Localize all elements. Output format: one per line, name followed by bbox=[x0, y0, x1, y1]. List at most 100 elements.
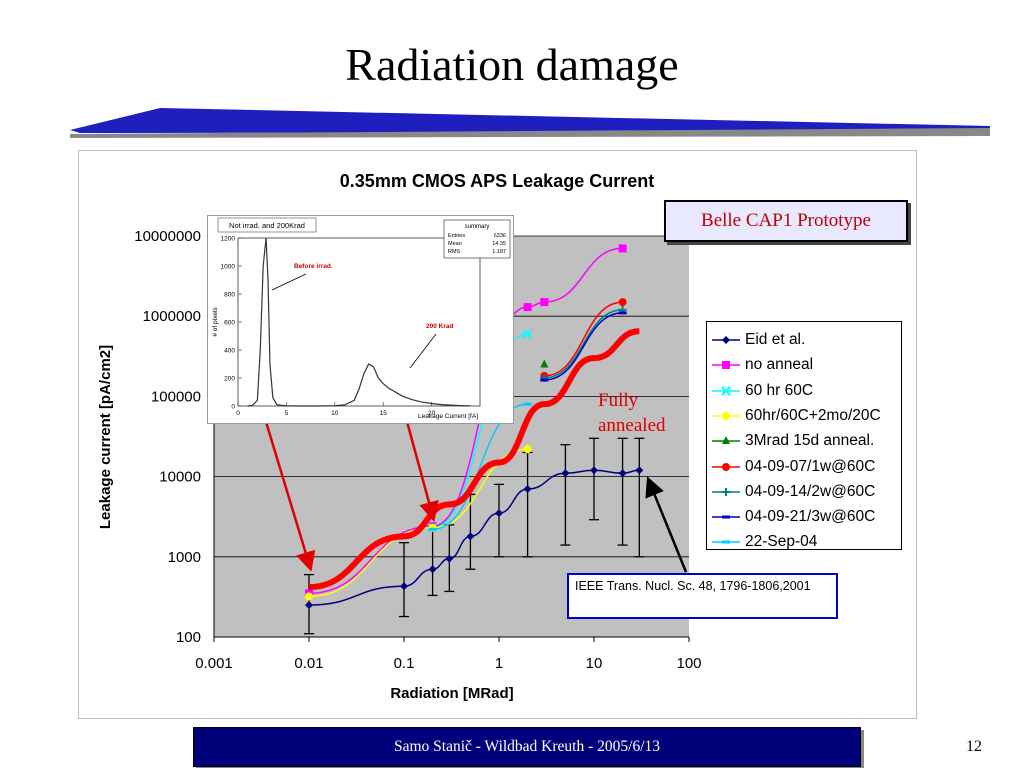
series-line bbox=[544, 301, 623, 377]
inset-y-tick-label: 400 bbox=[224, 348, 235, 355]
data-point bbox=[635, 466, 644, 475]
inset-x-axis-label: Leakage Current [fA] bbox=[418, 413, 478, 420]
data-point bbox=[540, 298, 549, 307]
data-point bbox=[428, 527, 437, 531]
histogram-curve bbox=[247, 237, 471, 407]
legend-label: 04-09-07/1w@60C bbox=[745, 457, 876, 475]
data-point bbox=[305, 601, 313, 610]
x-tick-label: 0.001 bbox=[195, 655, 233, 672]
data-point bbox=[466, 532, 475, 541]
data-point bbox=[495, 509, 503, 518]
chart-legend: Eid et al. no anneal 60 hr 60C 60hr/60C+2mo… bbox=[706, 321, 902, 550]
data-point bbox=[523, 303, 532, 312]
krad-label: 200 Krad bbox=[426, 323, 453, 330]
footer-box: Samo Stanič - Wildbad Kreuth - 2005/6/13 bbox=[193, 727, 861, 767]
data-point bbox=[523, 445, 532, 454]
inset-title-box bbox=[217, 217, 317, 233]
legend-item: 60hr/60C+2mo/20C bbox=[711, 404, 901, 428]
legend-marker bbox=[722, 361, 730, 370]
legend-marker bbox=[722, 336, 730, 344]
legend-label: 22-Sep-04 bbox=[745, 533, 818, 551]
legend-swatch bbox=[712, 487, 740, 496]
fully-annealed-label: Fully annealed bbox=[598, 390, 666, 436]
y-tick-label: 1000 bbox=[168, 549, 201, 566]
reference-arrow bbox=[645, 476, 688, 573]
stats-box-frame bbox=[443, 219, 511, 259]
data-point bbox=[618, 298, 627, 307]
legend-swatch bbox=[712, 462, 740, 471]
legend-swatch bbox=[712, 411, 740, 420]
legend-marker bbox=[722, 436, 730, 445]
series-line bbox=[544, 312, 623, 381]
x-axis-label: Radiation [MRad] bbox=[390, 685, 513, 702]
data-point bbox=[618, 311, 627, 315]
stats-header: summary bbox=[465, 224, 490, 230]
data-point bbox=[561, 469, 570, 478]
y-tick-label: 100000 bbox=[151, 388, 201, 405]
data-point bbox=[400, 582, 408, 591]
legend-swatch bbox=[712, 336, 740, 344]
inset-x-tick-label: 20 bbox=[428, 410, 436, 417]
data-point bbox=[523, 402, 532, 406]
inset-y-tick-label: 800 bbox=[224, 292, 235, 299]
inset-x-tick-label: 15 bbox=[380, 410, 388, 417]
legend-item: 04-09-21/3w@60C bbox=[711, 505, 901, 529]
inset-x-tick-label: 10 bbox=[331, 410, 339, 417]
legend-item: Eid et al. bbox=[711, 328, 901, 352]
legend-item: 3Mrad 15d anneal. bbox=[711, 429, 901, 453]
y-tick-label: 100 bbox=[176, 629, 201, 646]
inset-title: Not irrad. and 200Krad bbox=[229, 221, 305, 230]
histogram-chart: Not irrad. and 200Krad020040060080010001… bbox=[208, 216, 513, 423]
legend-label: Eid et al. bbox=[745, 331, 806, 348]
legend-label: 04-09-21/3w@60C bbox=[745, 508, 876, 526]
data-point bbox=[445, 554, 454, 563]
stats-label: Entries bbox=[448, 233, 465, 239]
legend-label: no anneal bbox=[745, 356, 814, 374]
legend-item: 04-09-14/2w@60C bbox=[711, 480, 901, 504]
inset-y-tick-label: 600 bbox=[224, 320, 235, 327]
legend-swatch bbox=[712, 436, 740, 445]
krad-arrow bbox=[404, 417, 439, 522]
before-irrad-label: Before irrad. bbox=[294, 263, 333, 270]
data-point bbox=[523, 485, 532, 494]
legend-swatch bbox=[712, 540, 740, 544]
inset-y-tick-label: 0 bbox=[231, 404, 235, 411]
fully-annealed-line bbox=[308, 328, 640, 591]
inset-y-tick-label: 200 bbox=[224, 376, 235, 383]
legend-swatch bbox=[712, 361, 740, 370]
legend-item: 04-09-07/1w@60C bbox=[711, 455, 901, 479]
data-point bbox=[540, 359, 549, 368]
stats-label: Mean bbox=[448, 241, 462, 247]
inset-plot-area bbox=[237, 237, 481, 407]
data-point bbox=[540, 378, 549, 382]
x-tick-label: 1 bbox=[495, 655, 503, 672]
legend-marker bbox=[721, 385, 731, 396]
page-number: 12 bbox=[966, 738, 982, 755]
legend-item: no anneal bbox=[711, 353, 901, 377]
legend-label: 60 hr 60C bbox=[745, 381, 814, 399]
inset-y-tick-label: 1000 bbox=[221, 264, 236, 271]
legend-marker bbox=[722, 411, 730, 420]
data-point bbox=[305, 592, 313, 601]
belle-label: Belle CAP1 Prototype bbox=[701, 210, 871, 231]
data-point bbox=[618, 469, 627, 478]
legend-swatch bbox=[712, 385, 740, 396]
stats-label: RMS bbox=[448, 249, 461, 255]
legend-label: 3Mrad 15d anneal. bbox=[745, 432, 875, 450]
inset-y-tick-label: 1200 bbox=[221, 236, 236, 243]
legend-marker bbox=[722, 540, 730, 544]
belle-label-box: Belle CAP1 Prototype bbox=[664, 200, 908, 242]
footer-text: Samo Stanič - Wildbad Kreuth - 2005/6/13 bbox=[394, 738, 660, 755]
krad-pointer bbox=[409, 333, 437, 369]
y-tick-label: 10000000 bbox=[134, 228, 201, 245]
legend-item: 22-Sep-04 bbox=[711, 530, 901, 554]
data-point bbox=[428, 565, 437, 574]
chart-title: 0.35mm CMOS APS Leakage Current bbox=[340, 171, 654, 191]
before-irrad-arrow bbox=[261, 411, 316, 572]
y-tick-label: 10000 bbox=[159, 469, 201, 486]
data-point bbox=[522, 329, 533, 339]
inset-x-tick-label: 0 bbox=[236, 410, 240, 417]
histogram-inset: Not irrad. and 200Krad 0 200 400 600 800 1000 1… bbox=[207, 215, 514, 424]
legend-marker bbox=[722, 487, 730, 496]
